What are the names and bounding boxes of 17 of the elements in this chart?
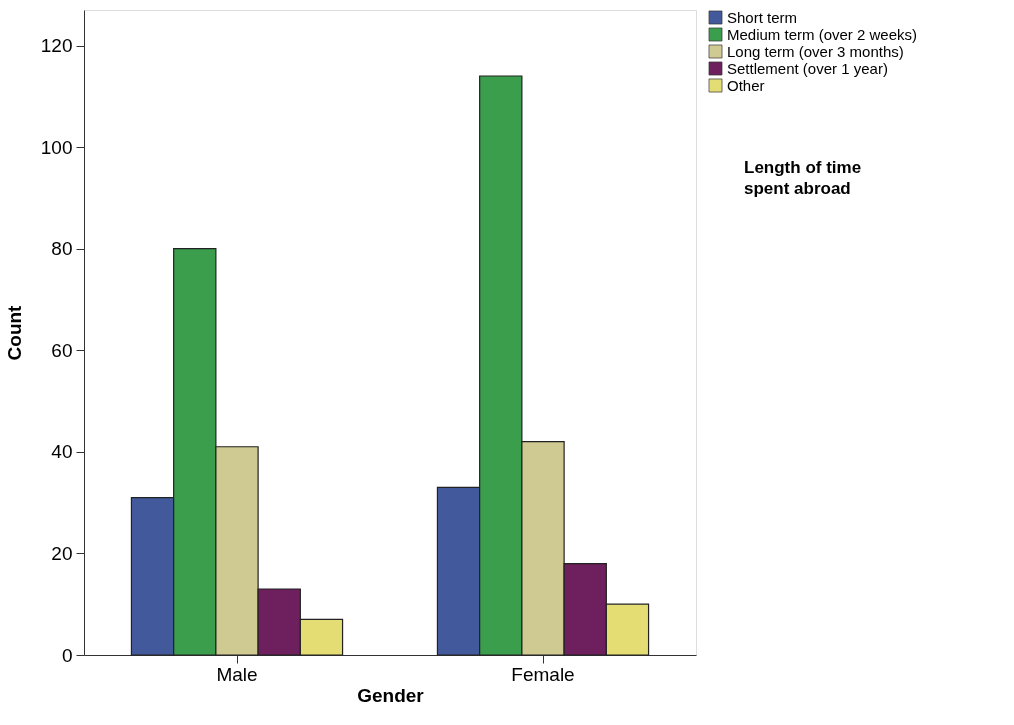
y-tick-label: 60 bbox=[51, 339, 73, 361]
legend-label: Long term (over 3 months) bbox=[727, 42, 904, 60]
y-axis-title: Count bbox=[3, 304, 25, 361]
x-tick-label: Female bbox=[511, 663, 575, 685]
legend-title: Length of time spent abroad bbox=[744, 158, 862, 198]
y-tick-label: 0 bbox=[61, 644, 73, 666]
legend-label: Short term bbox=[727, 8, 798, 26]
y-tick-label: 80 bbox=[51, 238, 73, 260]
x-tick-label: Male bbox=[216, 663, 258, 685]
legend-label: Other bbox=[727, 76, 765, 94]
legend-label: Settlement (over 1 year) bbox=[727, 59, 888, 77]
y-tick-label: 100 bbox=[40, 136, 73, 158]
y-tick-label: 40 bbox=[51, 441, 73, 463]
x-axis-title: Gender bbox=[357, 684, 425, 706]
y-tick-label: 20 bbox=[51, 542, 73, 564]
legend-label: Medium term (over 2 weeks) bbox=[727, 25, 918, 43]
y-tick-label: 120 bbox=[40, 35, 73, 57]
